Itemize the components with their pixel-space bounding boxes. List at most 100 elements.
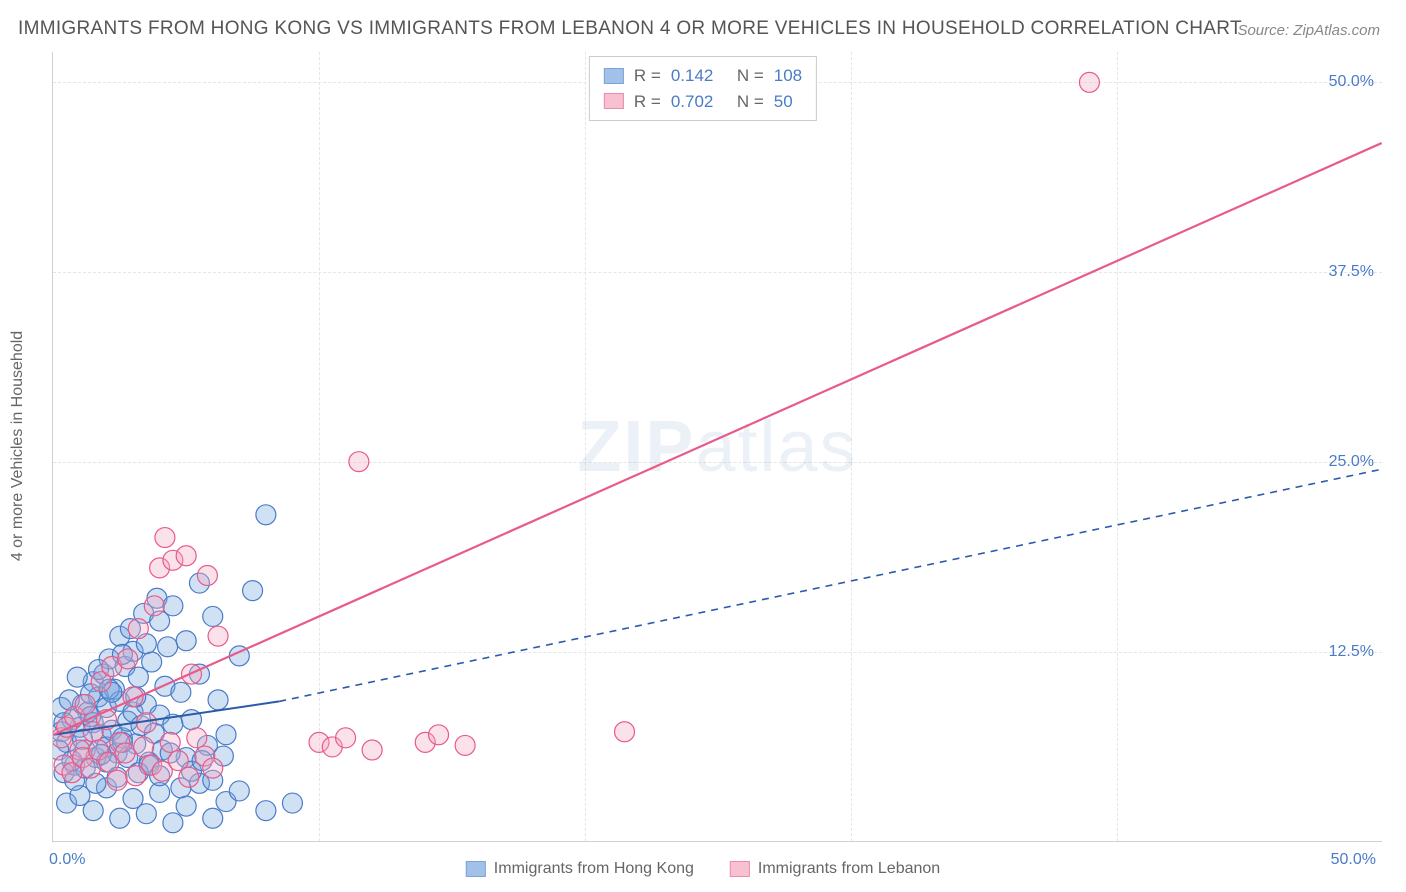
stat-n-label: N = xyxy=(737,63,764,89)
scatter-point xyxy=(203,770,223,790)
scatter-point xyxy=(112,732,132,752)
gridline-horizontal xyxy=(53,272,1382,273)
scatter-point xyxy=(256,801,276,821)
scatter-point xyxy=(70,740,90,760)
scatter-point xyxy=(455,735,475,755)
scatter-point xyxy=(322,737,342,757)
scatter-point xyxy=(62,763,82,783)
scatter-point xyxy=(139,752,159,772)
scatter-point xyxy=(179,767,199,787)
scatter-point xyxy=(89,660,109,680)
scatter-point xyxy=(81,707,101,727)
scatter-point xyxy=(59,690,79,710)
legend-series-label: Immigrants from Hong Kong xyxy=(494,860,694,878)
y-tick-label: 50.0% xyxy=(1329,73,1374,91)
scatter-point xyxy=(54,763,74,783)
trend-line-extrapolated xyxy=(279,469,1382,701)
scatter-point xyxy=(150,766,170,786)
scatter-point xyxy=(176,546,196,566)
scatter-point xyxy=(115,743,135,763)
scatter-point xyxy=(160,732,180,752)
legend-swatch xyxy=(604,93,624,109)
scatter-point xyxy=(136,713,156,733)
scatter-point xyxy=(102,657,122,677)
scatter-point xyxy=(91,725,111,745)
scatter-point xyxy=(362,740,382,760)
trend-line xyxy=(53,701,279,734)
scatter-point xyxy=(171,778,191,798)
scatter-point xyxy=(189,664,209,684)
scatter-point xyxy=(75,740,95,760)
scatter-point xyxy=(81,758,101,778)
scatter-point xyxy=(181,710,201,730)
scatter-point xyxy=(150,558,170,578)
scatter-point xyxy=(78,702,98,722)
scatter-point xyxy=(615,722,635,742)
y-axis-label: 4 or more Vehicles in Household xyxy=(9,331,27,561)
scatter-point xyxy=(126,734,146,754)
scatter-point xyxy=(89,687,109,707)
scatter-point xyxy=(81,684,101,704)
scatter-point xyxy=(131,716,151,736)
legend-stat-row: R =0.702N =50 xyxy=(604,89,802,115)
scatter-point xyxy=(168,751,188,771)
series-legend: Immigrants from Hong KongImmigrants from… xyxy=(466,860,940,878)
scatter-point xyxy=(136,694,156,714)
scatter-point xyxy=(104,679,124,699)
stat-r-label: R = xyxy=(634,63,661,89)
scatter-point xyxy=(57,793,77,813)
scatter-point xyxy=(203,808,223,828)
scatter-point xyxy=(216,792,236,812)
scatter-point xyxy=(163,550,183,570)
legend-stat-row: R =0.142N =108 xyxy=(604,63,802,89)
stat-n-label: N = xyxy=(737,89,764,115)
scatter-point xyxy=(189,773,209,793)
scatter-point xyxy=(120,619,140,639)
gridline-vertical xyxy=(585,52,586,841)
scatter-point xyxy=(142,755,162,775)
scatter-point xyxy=(57,732,77,752)
scatter-point xyxy=(256,505,276,525)
scatter-point xyxy=(197,565,217,585)
scatter-point xyxy=(195,746,215,766)
scatter-point xyxy=(189,573,209,593)
gridline-vertical xyxy=(1117,52,1118,841)
scatter-point xyxy=(155,528,175,548)
scatter-point xyxy=(282,793,302,813)
stat-n-value: 50 xyxy=(774,89,793,115)
scatter-point xyxy=(123,687,143,707)
scatter-point xyxy=(128,667,148,687)
scatter-point xyxy=(160,743,180,763)
scatter-point xyxy=(73,729,93,749)
scatter-point xyxy=(415,732,435,752)
scatter-point xyxy=(118,711,138,731)
scatter-point xyxy=(181,664,201,684)
scatter-point xyxy=(155,676,175,696)
scatter-point xyxy=(96,737,116,757)
scatter-point xyxy=(136,804,156,824)
scatter-point xyxy=(89,740,109,760)
scatter-point xyxy=(123,789,143,809)
scatter-point xyxy=(67,667,87,687)
scatter-point xyxy=(96,752,116,772)
scatter-point xyxy=(115,657,135,677)
legend-series-item: Immigrants from Hong Kong xyxy=(466,860,694,878)
scatter-point xyxy=(144,596,164,616)
scatter-point xyxy=(152,761,172,781)
stat-r-label: R = xyxy=(634,89,661,115)
scatter-point xyxy=(99,752,119,772)
scatter-point xyxy=(139,755,159,775)
scatter-point xyxy=(126,766,146,786)
scatter-point xyxy=(102,682,122,702)
scatter-point xyxy=(75,694,95,714)
scatter-point xyxy=(75,758,95,778)
gridline-vertical xyxy=(319,52,320,841)
y-tick-label: 12.5% xyxy=(1329,643,1374,661)
scatter-point xyxy=(208,690,228,710)
scatter-point xyxy=(65,707,85,727)
y-tick-label: 25.0% xyxy=(1329,453,1374,471)
scatter-point xyxy=(96,778,116,798)
scatter-point xyxy=(110,732,130,752)
plot-area: ZIPatlas 12.5%25.0%37.5%50.0%0.0%50.0% xyxy=(52,52,1382,842)
legend-swatch xyxy=(730,861,750,877)
